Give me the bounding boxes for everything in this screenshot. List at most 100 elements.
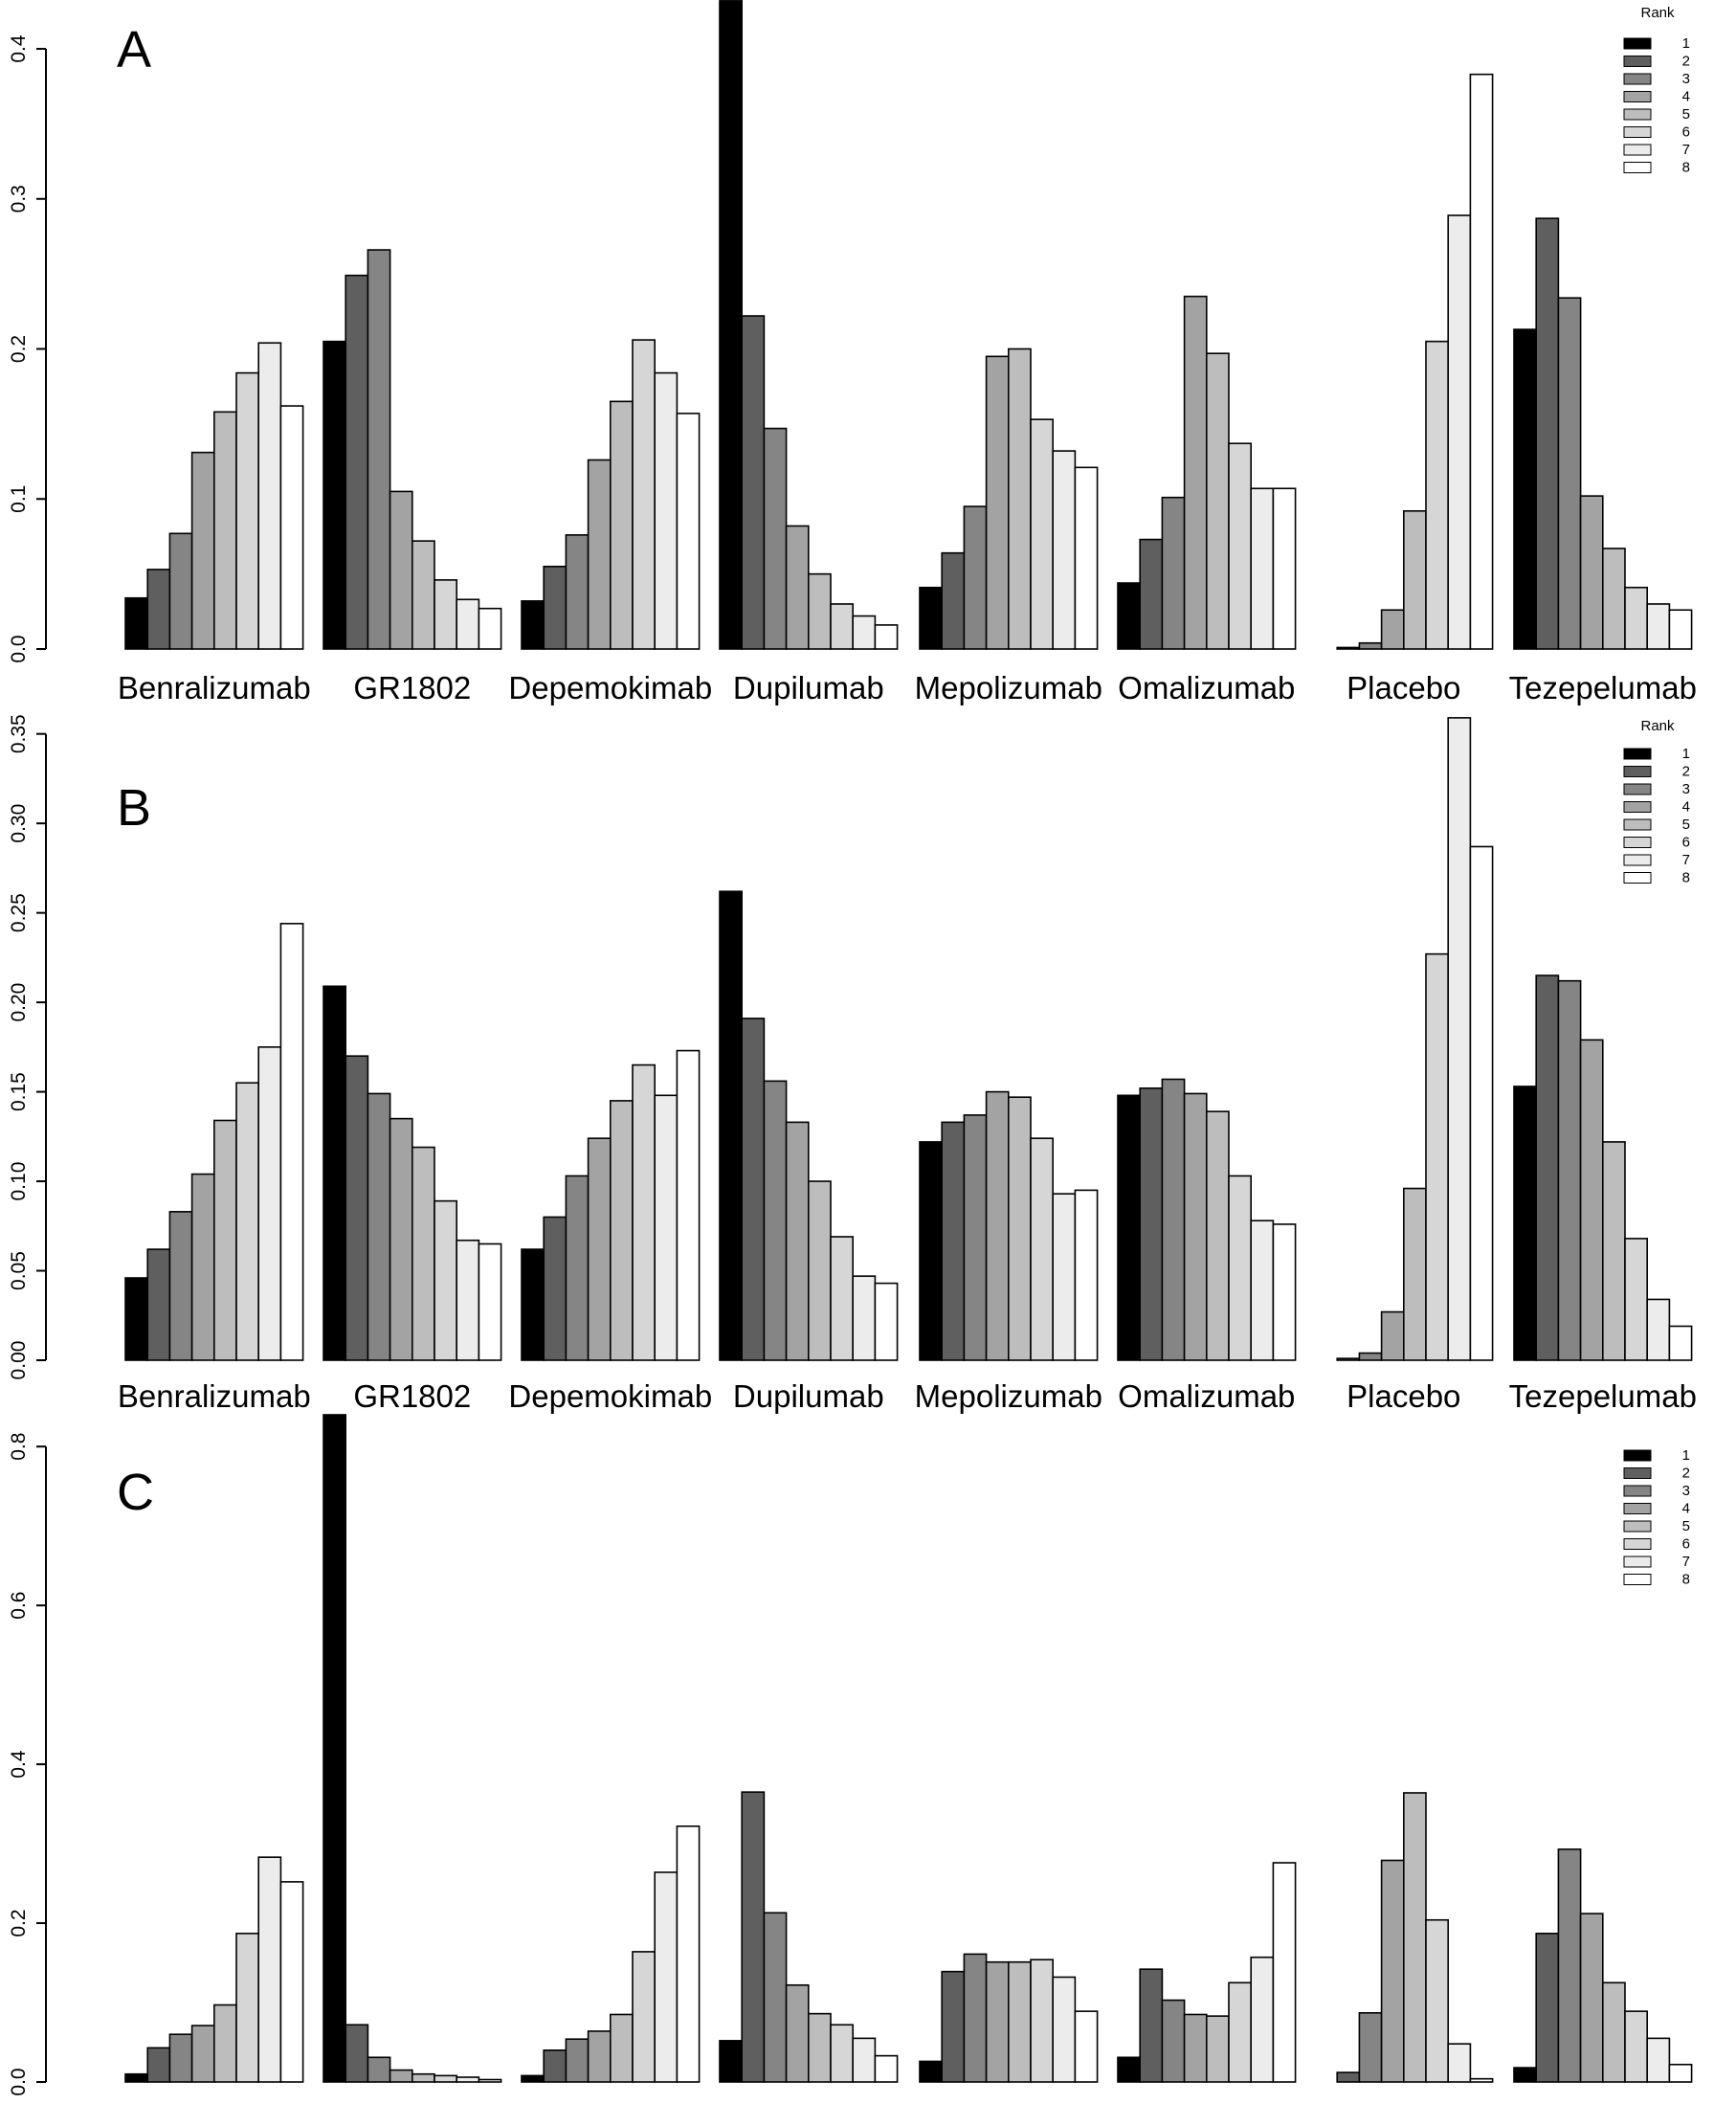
panel-letter: A (117, 21, 151, 78)
bar-benralizumab-rank-2 (146, 569, 171, 650)
bar-placebo-rank-7 (1447, 717, 1472, 1361)
bar-mepolizumab-rank-2 (941, 551, 966, 650)
y-tick-label: 0.25 (8, 893, 30, 932)
legend-label: 7 (1682, 142, 1690, 158)
bar-placebo-rank-8 (1469, 845, 1494, 1361)
legend-label: 4 (1682, 799, 1690, 816)
bar-mepolizumab-rank-5 (1008, 347, 1032, 650)
bar-dupilumab-rank-3 (763, 1080, 788, 1361)
bar-mepolizumab-rank-4 (985, 1090, 1010, 1361)
bar-mepolizumab-rank-1 (919, 2060, 944, 2083)
bar-omalizumab-rank-1 (1117, 1094, 1142, 1361)
bar-benralizumab-rank-3 (168, 532, 193, 650)
bar-placebo-rank-6 (1425, 952, 1450, 1361)
bar-depemokimab-rank-5 (609, 400, 634, 650)
bar-depemokimab-rank-1 (521, 600, 545, 650)
panel-a: 0.0 0.1 0.2 0.3 0.4 Benralizumab GR1802 Depemok… (8, 0, 1697, 705)
bar-tezepelumab-rank-7 (1646, 2037, 1671, 2083)
bar-depemokimab-rank-8 (676, 1825, 701, 2083)
bar-gr1802-rank-8 (478, 2078, 502, 2083)
bar-omalizumab-rank-5 (1206, 352, 1230, 650)
legend-swatch (1623, 162, 1652, 173)
category-label: Depemokimab (508, 2102, 712, 2104)
bar-tezepelumab-rank-3 (1557, 297, 1582, 650)
bar-mepolizumab-rank-1 (919, 586, 944, 650)
bar-benralizumab-rank-2 (146, 1248, 171, 1361)
bar-omalizumab-rank-7 (1250, 487, 1275, 650)
bar-dupilumab-rank-8 (874, 624, 899, 650)
bar-depemokimab-rank-7 (654, 1871, 679, 2083)
legend-swatch (1623, 126, 1652, 138)
legend-label: 3 (1682, 1483, 1690, 1499)
bar-mepolizumab-rank-6 (1030, 1137, 1055, 1361)
bar-depemokimab-rank-5 (609, 2013, 634, 2083)
legend-swatch (1623, 1485, 1652, 1497)
category-label: Mepolizumab (915, 1378, 1102, 1414)
legend: 1 23 45 67 8 (1623, 1447, 1690, 1588)
bar-omalizumab-rank-3 (1161, 1078, 1186, 1361)
bar-tezepelumab-rank-7 (1646, 1298, 1671, 1361)
bar-placebo-rank-2 (1336, 2071, 1361, 2083)
bar-omalizumab-rank-6 (1228, 1981, 1253, 2083)
bar-omalizumab-rank-2 (1139, 1968, 1164, 2083)
bar-benralizumab-rank-5 (213, 1119, 237, 1361)
bar-tezepelumab-rank-7 (1646, 603, 1671, 650)
bar-placebo-rank-3 (1358, 1352, 1383, 1361)
bar-omalizumab-rank-4 (1183, 295, 1208, 650)
legend-swatch (1623, 837, 1652, 848)
bar-benralizumab-rank-3 (168, 2033, 193, 2083)
category-label: GR1802 (353, 1378, 471, 1414)
y-tick-label: 0.0 (8, 635, 30, 662)
category-label: Depemokimab (508, 1378, 712, 1414)
legend-label: 2 (1682, 764, 1690, 780)
bar-benralizumab-rank-5 (213, 411, 237, 650)
bar-placebo-rank-2 (1336, 646, 1361, 650)
bar-gr1802-rank-7 (456, 2076, 480, 2083)
bar-depemokimab-rank-6 (632, 1063, 657, 1361)
bar-gr1802-rank-1 (323, 985, 347, 1361)
bar-tezepelumab-rank-5 (1602, 1141, 1626, 1361)
bar-mepolizumab-rank-8 (1074, 1189, 1099, 1361)
bar-benralizumab-rank-1 (124, 2072, 149, 2083)
bar-tezepelumab-rank-2 (1535, 974, 1560, 1361)
y-tick-label: 0.8 (8, 1433, 30, 1461)
bar-tezepelumab-rank-6 (1624, 1238, 1649, 1361)
category-label: Placebo (1347, 2102, 1460, 2104)
legend-swatch (1623, 1574, 1652, 1585)
y-tick-label: 0.3 (8, 185, 30, 213)
bar-mepolizumab-rank-7 (1052, 1976, 1077, 2083)
bar-placebo-rank-3 (1358, 2012, 1383, 2083)
bar-dupilumab-rank-1 (719, 2040, 744, 2083)
bar-dupilumab-rank-5 (807, 572, 832, 650)
bar-gr1802-rank-8 (478, 1242, 502, 1361)
bar-tezepelumab-rank-2 (1535, 217, 1560, 650)
bar-omalizumab-rank-2 (1139, 538, 1164, 650)
bar-placebo-rank-6 (1425, 340, 1450, 650)
bar-mepolizumab-rank-7 (1052, 450, 1077, 650)
bar-placebo-rank-5 (1403, 509, 1427, 650)
legend-swatch (1623, 37, 1652, 50)
bar-omalizumab-rank-7 (1250, 1220, 1275, 1361)
category-label: Dupilumab (733, 670, 884, 705)
legend-swatch (1623, 783, 1652, 795)
bar-mepolizumab-rank-8 (1074, 2010, 1099, 2083)
legend-label: 8 (1682, 160, 1690, 176)
legend-swatch (1623, 91, 1652, 102)
bar-dupilumab-rank-6 (830, 603, 855, 650)
bar-dupilumab-rank-2 (741, 1791, 766, 2083)
legend-label: 7 (1682, 1554, 1690, 1570)
bar-depemokimab-rank-4 (587, 1137, 612, 1361)
category-label: Placebo (1347, 670, 1460, 705)
legend-label: 1 (1682, 1447, 1690, 1464)
category-label: Dupilumab (733, 1378, 884, 1414)
bar-omalizumab-rank-8 (1272, 1223, 1297, 1361)
bar-dupilumab-rank-4 (785, 525, 810, 650)
bar-dupilumab-rank-1 (719, 0, 744, 650)
bar-placebo-rank-7 (1447, 2043, 1472, 2083)
bar-omalizumab-rank-8 (1272, 487, 1297, 650)
bar-benralizumab-rank-4 (190, 1173, 215, 1361)
bar-gr1802-rank-6 (434, 579, 458, 650)
bar-dupilumab-rank-7 (852, 1275, 877, 1361)
bar-benralizumab-rank-3 (168, 1211, 193, 1361)
